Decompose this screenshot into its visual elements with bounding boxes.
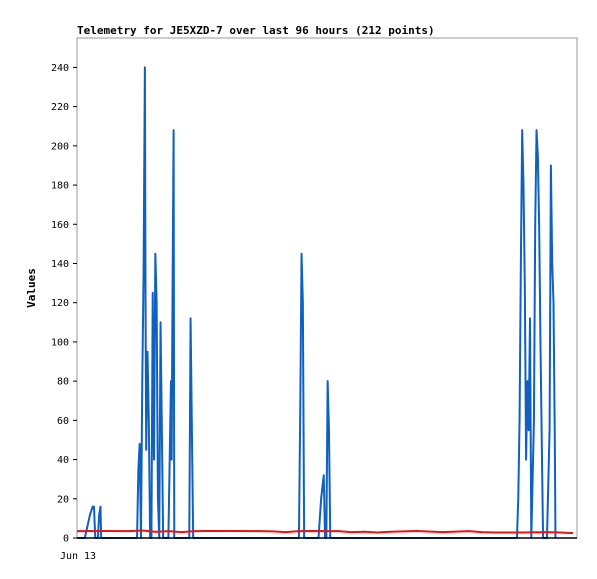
y-tick-label: 100 xyxy=(51,337,69,348)
y-tick-label: 60 xyxy=(57,416,69,427)
y-tick-label: 240 xyxy=(51,63,69,74)
y-tick-label: 120 xyxy=(51,298,69,309)
series-line-2 xyxy=(76,529,574,535)
series-layer xyxy=(76,66,574,539)
y-axis-label: Values xyxy=(25,268,38,308)
y-axis-ticks: 0 20 40 60 80 100 120 140 160 180 200 220 240 xyxy=(51,63,77,545)
y-tick-label: 0 xyxy=(63,534,69,545)
x-tick-label: Jun 13 xyxy=(60,551,96,562)
y-tick-label: 200 xyxy=(51,141,69,152)
y-tick-label: 80 xyxy=(57,377,69,388)
y-tick-label: 140 xyxy=(51,259,69,270)
y-tick-label: 220 xyxy=(51,102,69,113)
y-tick-label: 160 xyxy=(51,220,69,231)
series-line-1 xyxy=(77,66,557,539)
y-tick-label: 40 xyxy=(57,455,69,466)
y-tick-label: 20 xyxy=(57,494,69,505)
chart-title: Telemetry for JE5XZD-7 over last 96 hour… xyxy=(77,24,435,37)
y-tick-label: 180 xyxy=(51,181,69,192)
